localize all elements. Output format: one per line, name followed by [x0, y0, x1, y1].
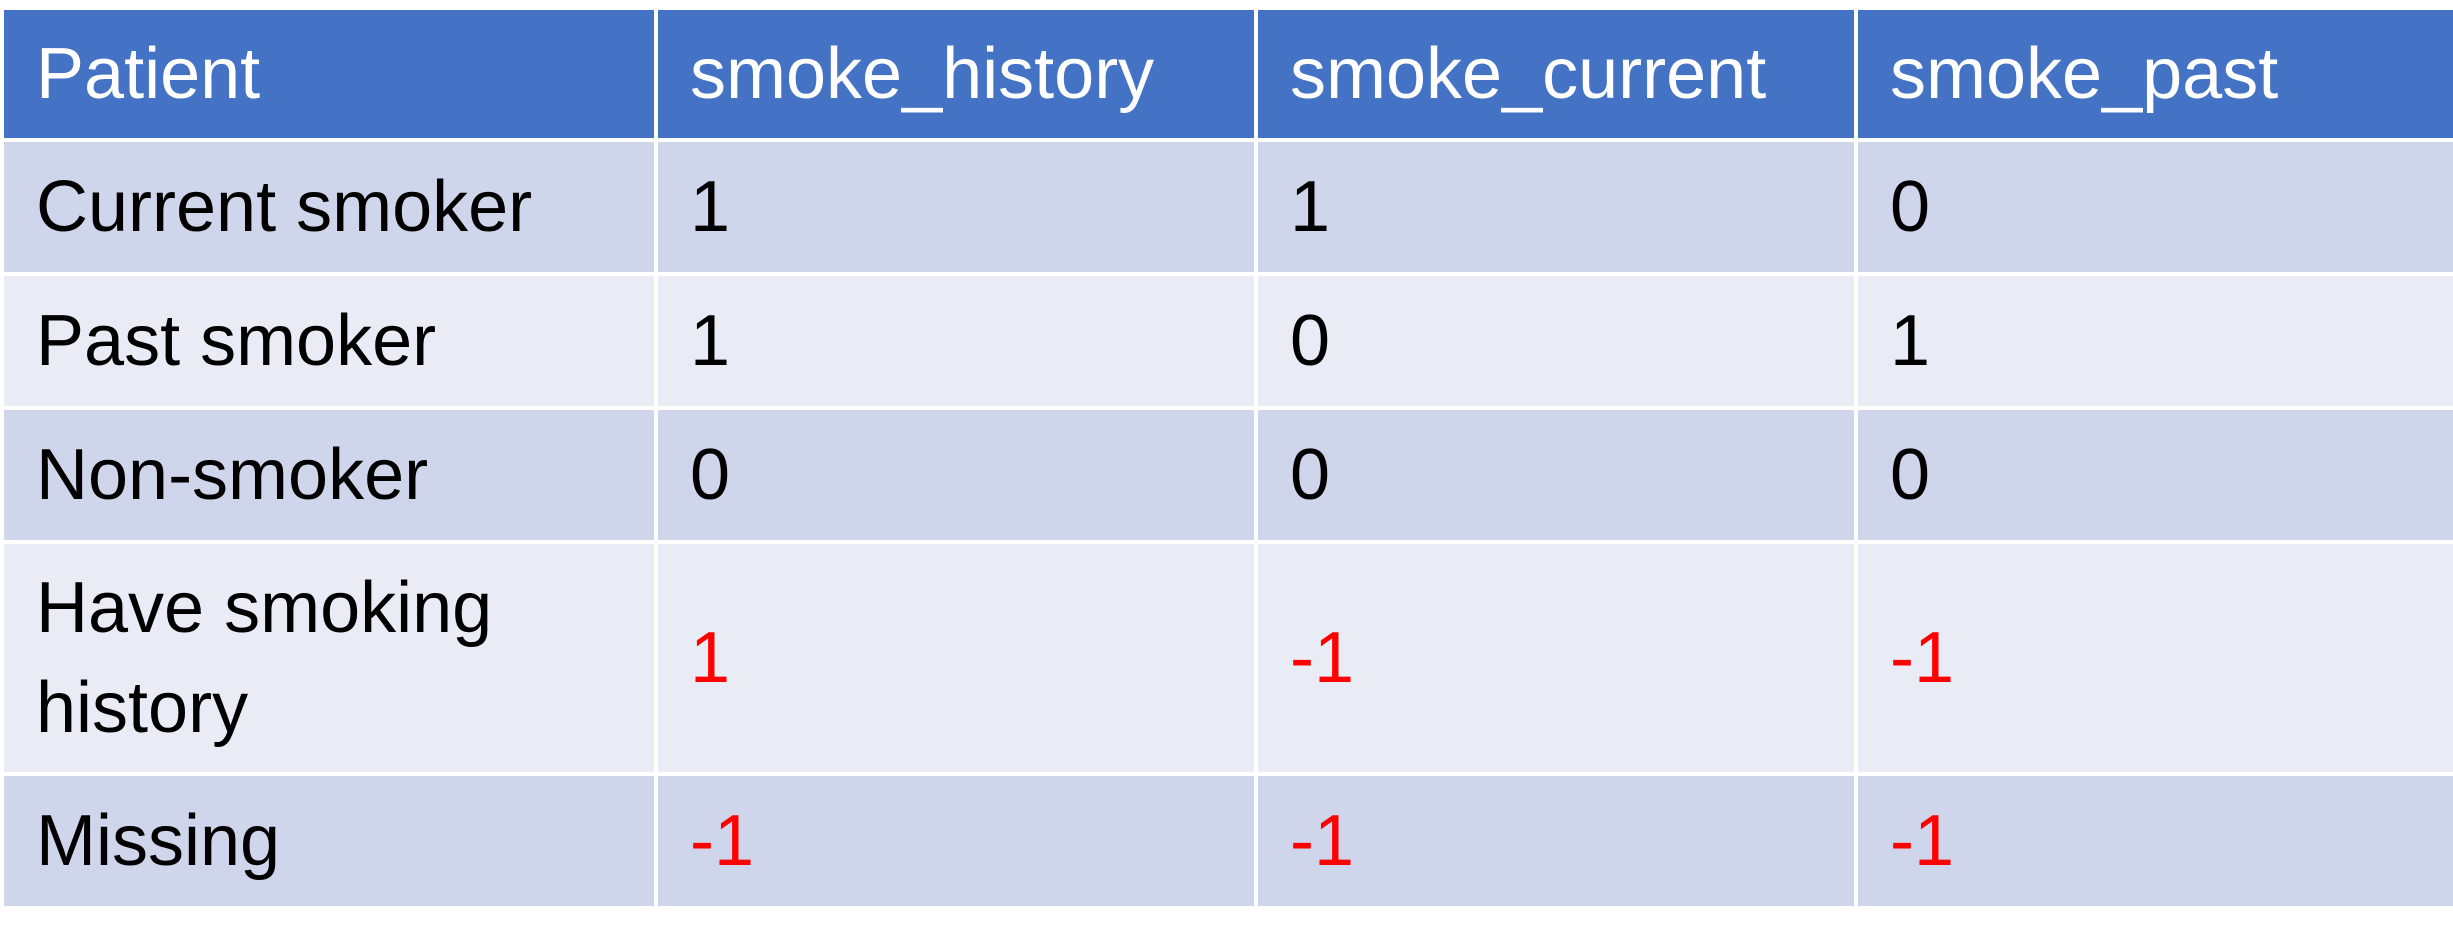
patient-cell: Current smoker — [0, 138, 658, 276]
smoking-encoding-table: Patient smoke_history smoke_current smok… — [0, 6, 2453, 910]
smoke-current-cell: -1 — [1254, 772, 1858, 910]
patient-cell: Have smoking history — [0, 540, 658, 776]
smoke-current-cell: -1 — [1254, 540, 1858, 776]
smoke-history-cell: 1 — [654, 138, 1258, 276]
smoke-current-cell: 1 — [1254, 138, 1858, 276]
table-row: Current smoker 1 1 0 — [0, 138, 2453, 276]
smoke-past-cell: 0 — [1854, 406, 2453, 544]
smoke-history-cell: -1 — [654, 772, 1258, 910]
patient-cell: Past smoker — [0, 272, 658, 410]
smoke-past-cell: 0 — [1854, 138, 2453, 276]
patient-cell: Missing — [0, 772, 658, 910]
smoke-past-cell: 1 — [1854, 272, 2453, 410]
patient-cell: Non-smoker — [0, 406, 658, 544]
smoke-history-cell: 1 — [654, 272, 1258, 410]
smoke-past-cell: -1 — [1854, 772, 2453, 910]
smoke-history-cell: 0 — [654, 406, 1258, 544]
smoke-current-cell: 0 — [1254, 272, 1858, 410]
smoke-current-cell: 0 — [1254, 406, 1858, 544]
header-row: Patient smoke_history smoke_current smok… — [0, 6, 2453, 142]
smoke-history-cell: 1 — [654, 540, 1258, 776]
table-row: Non-smoker 0 0 0 — [0, 406, 2453, 544]
table-row: Missing -1 -1 -1 — [0, 772, 2453, 910]
header-smoke-current: smoke_current — [1254, 6, 1858, 142]
header-patient: Patient — [0, 6, 658, 142]
smoke-past-cell: -1 — [1854, 540, 2453, 776]
header-smoke-past: smoke_past — [1854, 6, 2453, 142]
table-row: Past smoker 1 0 1 — [0, 272, 2453, 410]
header-smoke-history: smoke_history — [654, 6, 1258, 142]
table-row: Have smoking history 1 -1 -1 — [0, 540, 2453, 776]
